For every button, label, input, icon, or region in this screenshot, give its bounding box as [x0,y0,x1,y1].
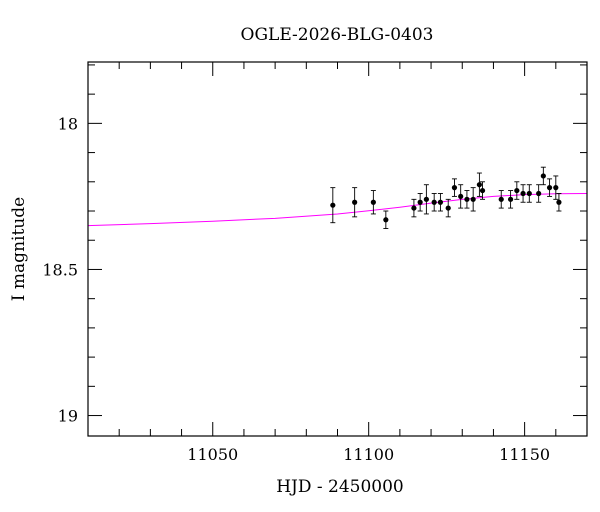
axis-ticks [87,62,588,436]
data-point [546,185,553,191]
y-tick-label: 19 [58,407,78,426]
data-point [498,196,504,202]
data-point [470,196,476,202]
data-point [370,199,376,205]
data-point [507,196,514,202]
tick-labels: 11050 11100 11150 18 18.5 19 [42,114,550,464]
x-tick-label: 11050 [187,445,238,464]
data-point [520,190,526,197]
data-point [330,202,336,208]
data-point [556,199,562,205]
data-point [464,196,470,202]
plot-frame [87,61,588,437]
x-tick-label: 11100 [343,445,394,464]
data-point [352,199,358,205]
data-point [540,173,546,179]
data-point [458,193,464,200]
x-tick-label: 11150 [499,445,550,464]
y-tick-label: 18.5 [42,260,78,279]
data-point [437,199,444,205]
data-point [514,187,520,194]
x-axis-label: HJD - 2450000 [276,477,404,497]
data-point [383,217,389,223]
data-point [553,185,559,191]
data-point [451,185,458,191]
data-point [417,199,423,205]
data-point [476,182,483,188]
data-point [526,190,532,197]
data-point [411,205,417,211]
y-axis-label: I magnitude [9,197,29,301]
data-point [431,199,437,205]
chart-title: OGLE-2026-BLG-0403 [241,25,434,45]
y-tick-label: 18 [58,114,78,133]
data-point [423,196,429,202]
data-point [445,205,451,211]
data-point [536,190,542,197]
data-points-group [330,166,562,229]
data-point [479,187,486,194]
